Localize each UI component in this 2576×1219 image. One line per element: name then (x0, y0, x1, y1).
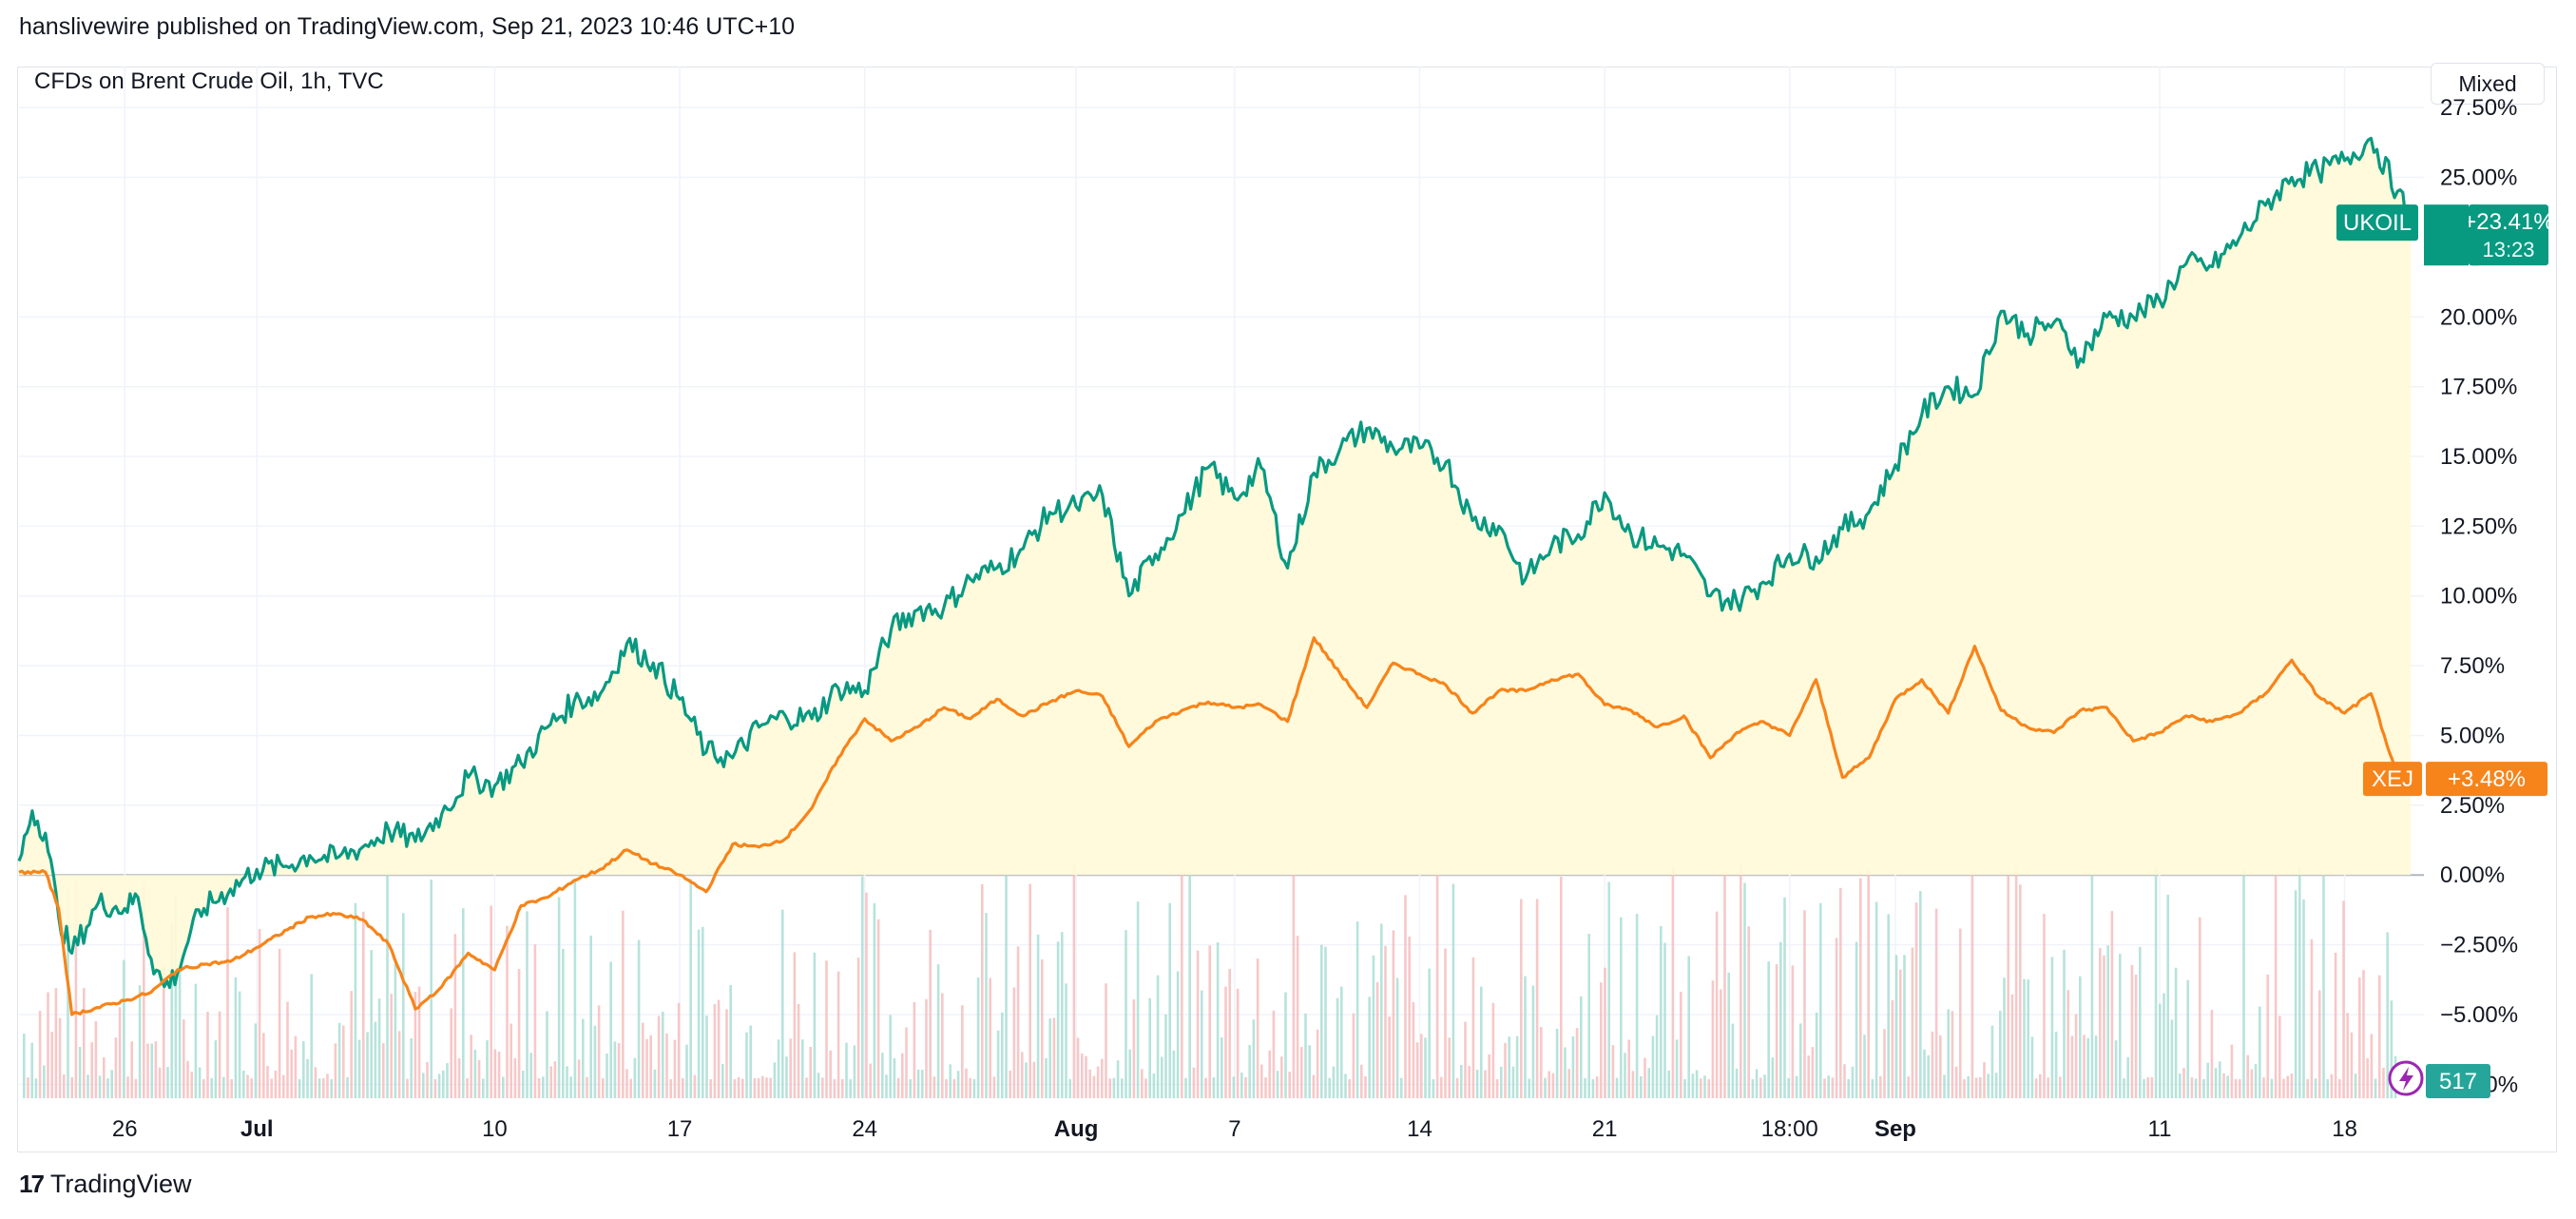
chart-frame (17, 67, 2557, 1152)
tv-logo-icon: 17 (19, 1170, 45, 1198)
publisher-header: hanslivewire published on TradingView.co… (19, 13, 796, 40)
tradingview-logo[interactable]: 17 TradingView (19, 1170, 192, 1199)
symbol-title[interactable]: CFDs on Brent Crude Oil, 1h, TVC (34, 68, 384, 94)
brand-label: TradingView (49, 1170, 192, 1198)
scale-mode-button[interactable]: Mixed (2431, 63, 2545, 105)
